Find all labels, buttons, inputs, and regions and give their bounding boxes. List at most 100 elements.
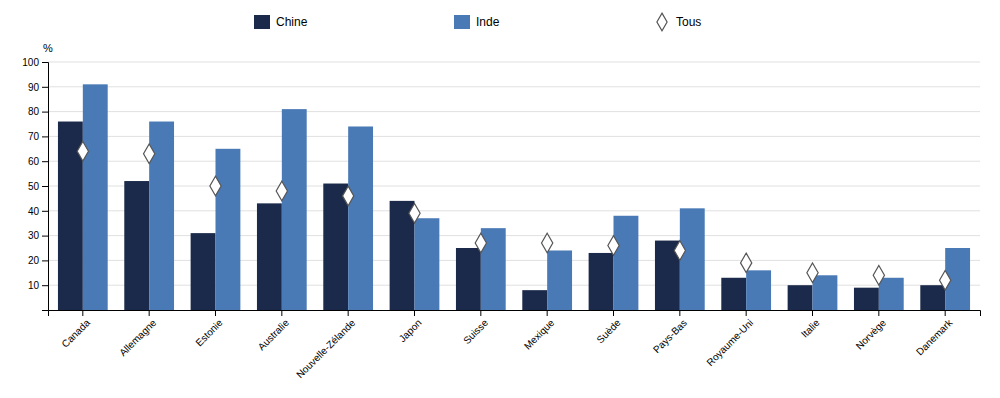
y-tick-label: 100: [22, 57, 39, 68]
x-tick-mark: [679, 310, 680, 316]
point: [409, 204, 420, 224]
bar: [348, 126, 373, 310]
legend-label: Inde: [476, 15, 500, 29]
y-tick-mark: [42, 211, 48, 212]
x-axis-line: [49, 311, 981, 317]
legend-label: Tous: [676, 15, 701, 29]
y-tick: 80: [28, 106, 48, 117]
legend: Chine Inde Tous: [254, 13, 701, 31]
bar: [191, 233, 216, 310]
y-tick-mark: [42, 260, 48, 261]
bar: [680, 208, 705, 310]
x-tick-label: Pays-Bas: [651, 317, 689, 355]
grid-line: [48, 235, 980, 236]
x-tick-mark: [414, 310, 415, 316]
y-tick-mark: [42, 112, 48, 113]
bar: [854, 288, 879, 310]
y-tick: 60: [28, 156, 48, 167]
x-tick-label: Japon: [397, 317, 424, 344]
grid-line: [48, 186, 980, 187]
y-tick-mark: [42, 87, 48, 88]
x-tick-label: Canada: [59, 317, 92, 350]
legend-item: Inde: [454, 15, 500, 29]
grid: [48, 62, 980, 285]
bar: [788, 285, 813, 310]
bar: [589, 253, 614, 310]
legend-swatch: [657, 13, 667, 31]
bar: [257, 203, 282, 310]
x-tick: Royaume-Uni: [704, 310, 755, 368]
x-tick-mark: [613, 310, 614, 316]
y-tick-label: 20: [28, 255, 40, 266]
bar-series: [83, 84, 970, 310]
point: [940, 270, 951, 290]
x-tick-mark: [945, 310, 946, 316]
x-tick: Norvège: [854, 310, 889, 352]
y-tick-label: 50: [28, 181, 40, 192]
bar: [456, 248, 481, 310]
y-tick: 50: [28, 181, 48, 192]
x-tick: Allemagne: [117, 310, 158, 358]
x-tick-label: Royaume-Uni: [704, 317, 755, 368]
x-tick-label: Allemagne: [117, 317, 158, 358]
bar: [721, 278, 746, 310]
x-tick-mark: [480, 310, 481, 316]
y-tick: 40: [28, 206, 48, 217]
point: [807, 263, 818, 283]
x-tick: Australie: [256, 310, 292, 352]
x-tick-label: Suède: [594, 317, 623, 346]
bar: [124, 181, 149, 310]
x-tick-label: Italie: [799, 317, 822, 340]
legend-item: Chine: [254, 15, 308, 29]
bar: [522, 290, 547, 310]
bar: [83, 84, 108, 310]
x-tick-mark: [281, 310, 282, 316]
bar: [920, 285, 945, 310]
x-tick-mark: [547, 310, 548, 316]
bar: [879, 278, 904, 310]
point-series: [77, 142, 951, 290]
x-tick-mark: [215, 310, 216, 316]
y-tick: 70: [28, 131, 48, 142]
x-tick: Pays-Bas: [651, 310, 689, 355]
y-tick-mark: [42, 136, 48, 137]
point: [276, 181, 287, 201]
bar: [414, 218, 439, 310]
y-tick-label: 80: [28, 106, 40, 117]
bar: [547, 250, 572, 310]
point: [475, 233, 486, 253]
y-tick: 10: [28, 280, 48, 291]
grid-line: [48, 111, 980, 112]
y-axis-line: [42, 63, 49, 311]
x-tick-label: Estonie: [193, 317, 225, 349]
y-tick: 20: [28, 255, 48, 266]
y-tick-label: 10: [28, 280, 40, 291]
legend-swatch: [454, 15, 470, 29]
bar-series: [58, 122, 945, 310]
y-tick-label: 90: [28, 82, 40, 93]
x-tick-mark: [878, 310, 879, 316]
point: [608, 236, 619, 256]
x-tick-label: Australie: [256, 317, 292, 353]
grid-line: [48, 285, 980, 286]
x-tick-label: Mexique: [522, 317, 557, 352]
y-tick: 30: [28, 230, 48, 241]
plot: 10 20 30 40 50 60 70 80 90 100 Canada Allemagne Esto…: [22, 42, 980, 380]
x-tick-mark: [348, 310, 349, 316]
point: [741, 253, 752, 273]
y-axis: 10 20 30 40 50 60 70 80 90 100: [22, 57, 48, 311]
bar: [282, 109, 307, 310]
point: [144, 144, 155, 164]
y-tick-label: 30: [28, 230, 40, 241]
y-tick-mark: [42, 161, 48, 162]
grid-line: [48, 210, 980, 211]
point: [77, 142, 88, 162]
y-tick-mark: [42, 62, 48, 63]
y-tick-label: 70: [28, 131, 40, 142]
y-tick-mark: [42, 285, 48, 286]
x-tick-mark: [812, 310, 813, 316]
x-tick-mark: [82, 310, 83, 316]
bar: [215, 149, 240, 310]
y-tick: 100: [22, 57, 48, 68]
point: [210, 176, 221, 196]
